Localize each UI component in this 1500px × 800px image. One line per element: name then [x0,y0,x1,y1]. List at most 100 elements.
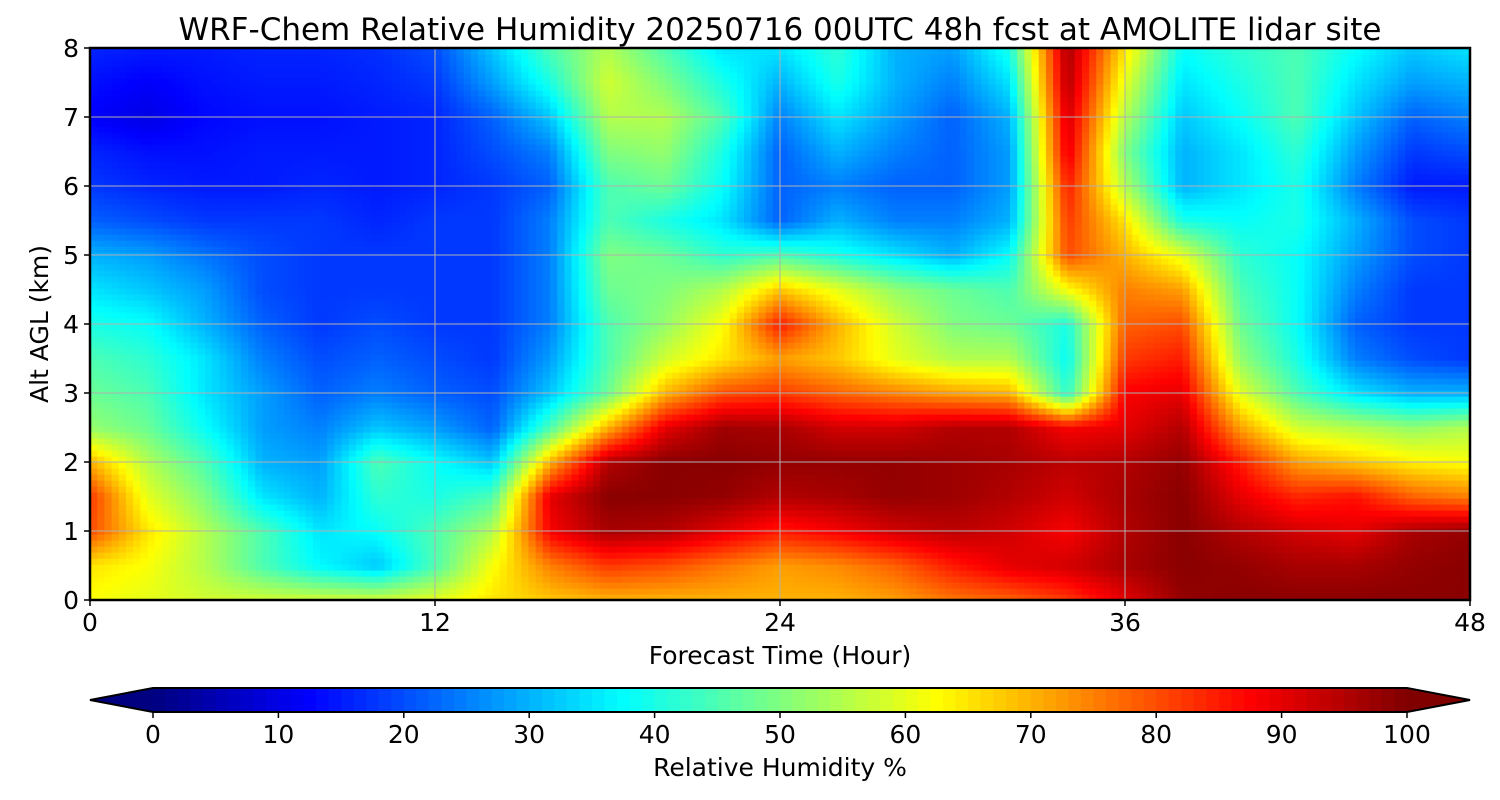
rh-cell [643,558,652,565]
rh-cell [406,468,415,475]
rh-cell [1240,486,1248,493]
rh-cell [1189,570,1198,577]
rh-cell [284,468,292,475]
rh-cell [837,510,846,517]
rh-cell [233,450,242,457]
rh-cell [729,498,738,505]
rh-cell [1031,594,1040,601]
rh-cell [111,456,120,463]
rh-cell [959,522,968,529]
rh-cell [212,594,220,601]
rh-cell [672,594,680,601]
rh-cell [125,594,134,601]
rh-cell [1125,492,1133,499]
rh-cell [1103,480,1112,487]
rh-cell [1355,534,1363,541]
rh-cell [1017,558,1025,565]
rh-cell [370,474,379,481]
rh-cell [643,540,652,547]
rh-cell [233,576,242,583]
rh-cell [578,522,587,529]
rh-cell [1254,564,1263,571]
rh-cell [1261,480,1270,487]
rh-cell [1067,468,1076,475]
rh-cell [1455,486,1464,493]
rh-cell [578,570,587,577]
rh-cell [492,456,501,463]
rh-cell [995,474,1004,481]
rh-cell [1196,468,1205,475]
rh-cell [1060,468,1069,475]
rh-cell [916,450,925,457]
rh-cell [1175,444,1184,451]
rh-cell [1189,582,1198,589]
rh-cell [248,552,256,559]
rh-cell [621,534,630,541]
rh-cell [262,510,271,517]
rh-cell [327,570,335,577]
rh-cell [1017,498,1025,505]
rh-cell [815,552,824,559]
rh-cell [1297,576,1306,583]
rh-cell [1117,450,1126,457]
rh-cell [830,588,839,595]
rh-cell [449,552,458,559]
rh-cell [521,462,530,469]
rh-cell [1110,540,1119,547]
rh-cell [478,480,486,487]
rh-cell [1189,444,1198,451]
rh-cell [183,504,192,511]
rh-cell [111,516,120,523]
rh-cell [521,468,530,475]
rh-cell [657,576,666,583]
rh-cell [1455,516,1464,523]
rh-cell [744,558,752,565]
rh-cell [305,522,314,529]
rh-cell [133,522,141,529]
rh-cell [190,594,199,601]
rh-cell [133,468,141,475]
rh-cell [880,504,889,511]
rh-cell [506,558,515,565]
rh-cell [506,546,515,553]
rh-cell [449,546,458,553]
rh-cell [1060,486,1069,493]
rh-cell [427,594,436,601]
rh-cell [629,462,637,469]
rh-cell [406,558,415,565]
rh-cell [334,552,343,559]
rh-cell [1290,498,1299,505]
rh-cell [125,564,134,571]
rh-cell [571,546,580,553]
rh-cell [1405,576,1414,583]
rh-cell [1434,594,1442,601]
rh-cell [413,492,422,499]
rh-cell [923,480,932,487]
rh-cell [1426,498,1435,505]
rh-cell [1225,558,1234,565]
rh-cell [442,486,450,493]
rh-cell [391,540,400,547]
rh-cell [276,492,285,499]
rh-cell [787,522,795,529]
rh-cell [722,522,731,529]
rh-cell [614,480,623,487]
rh-cell [794,462,803,469]
rh-cell [916,570,925,577]
rh-cell [550,498,558,505]
rh-cell [1355,522,1363,529]
rh-cell [391,516,400,523]
rh-cell [427,456,436,463]
rh-cell [1275,462,1284,469]
rh-cell [585,564,594,571]
rh-cell [506,468,515,475]
rh-cell [399,474,407,481]
rh-cell [456,450,465,457]
rh-cell [291,558,300,565]
rh-cell [1275,576,1284,583]
rh-cell [284,492,292,499]
rh-cell [535,594,544,601]
rh-cell [736,534,745,541]
rh-cell [1103,588,1112,595]
rh-cell [240,588,249,595]
